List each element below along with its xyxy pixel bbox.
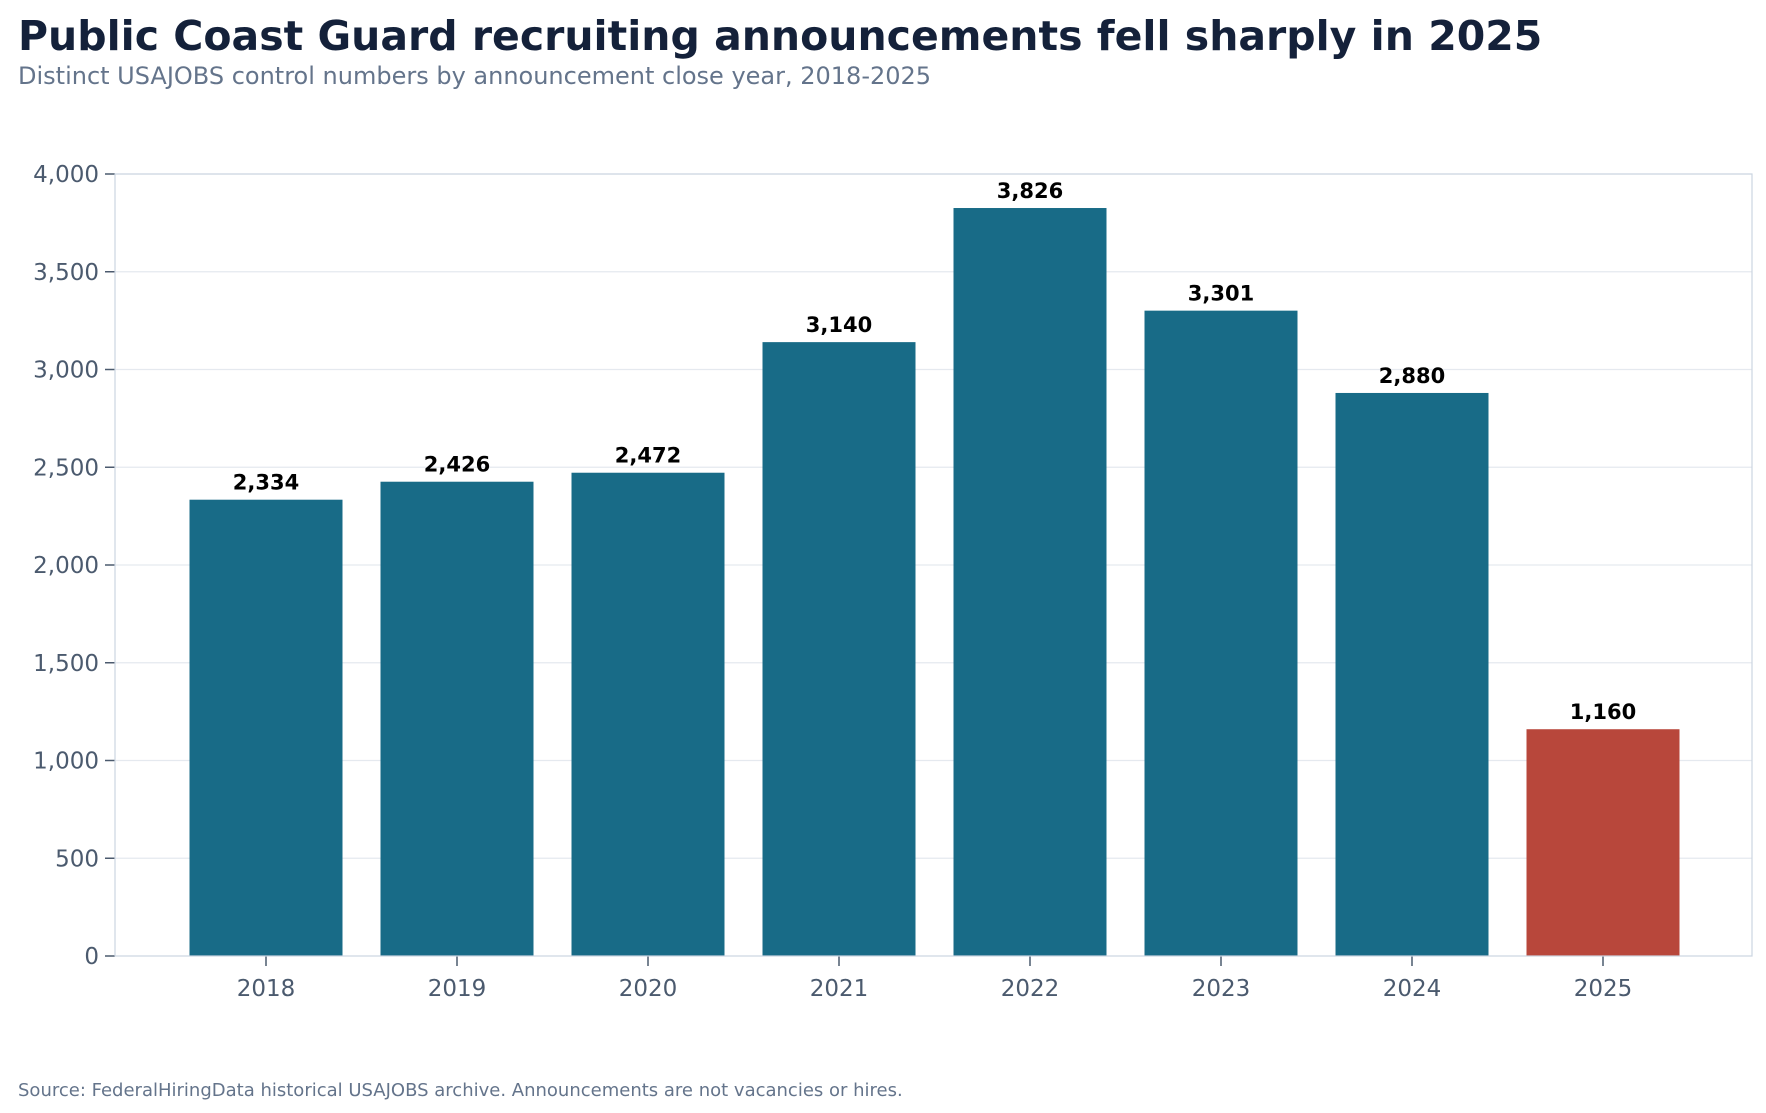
y-tick-label: 2,000 [33,553,99,579]
bar-2022 [953,208,1107,957]
y-tick-label: 0 [84,944,99,970]
x-tick-label-2022: 2022 [1001,976,1060,1002]
bar-2018 [189,499,343,956]
bar-2025 [1526,729,1680,956]
bar-2024 [1335,392,1489,957]
data-label-2022: 3,826 [997,179,1063,203]
gridlines [115,173,1752,859]
y-tick-label: 1,000 [33,749,99,775]
y-tick-label: 4,000 [33,162,99,188]
data-label-2024: 2,880 [1379,364,1445,388]
x-tick-label-2024: 2024 [1383,976,1442,1002]
x-tick-label-2018: 2018 [237,976,296,1002]
x-axis: 2018 2019 2020 2021 2022 2023 2024 2025 [237,956,1633,1002]
x-tick-label-2019: 2019 [428,976,487,1002]
x-tick-label-2023: 2023 [1192,976,1251,1002]
bar-2021 [762,342,916,956]
y-tick-label: 1,500 [33,651,99,677]
y-tick-label: 2,500 [33,455,99,481]
data-label-2023: 3,301 [1188,282,1254,306]
y-tick-label: 3,000 [33,358,99,384]
bars [189,208,1680,957]
x-tick-label-2020: 2020 [619,976,678,1002]
bar-2020 [571,472,725,956]
bar-2019 [380,481,534,956]
data-label-2019: 2,426 [424,453,490,477]
chart-title: Public Coast Guard recruiting announceme… [18,12,1543,60]
data-label-2025: 1,160 [1570,700,1636,724]
y-axis: 0 500 1,000 1,500 2,000 2,500 3,000 3,500 4,000 [33,162,115,970]
data-labels: 2,334 2,426 2,472 3,140 3,826 3,301 2,880 1,160 [233,179,1636,724]
data-label-2018: 2,334 [233,471,299,495]
y-tick-label: 3,500 [33,260,99,286]
source-note: Source: FederalHiringData historical USA… [18,1080,903,1101]
plot-frame [114,173,1753,957]
x-tick-label-2021: 2021 [810,976,869,1002]
y-tick-label: 500 [55,846,99,872]
chart-subtitle: Distinct USAJOBS control numbers by anno… [18,62,932,90]
bar-2023 [1144,310,1298,956]
data-label-2020: 2,472 [615,444,681,468]
x-tick-label-2025: 2025 [1574,976,1633,1002]
data-label-2021: 3,140 [806,313,872,337]
